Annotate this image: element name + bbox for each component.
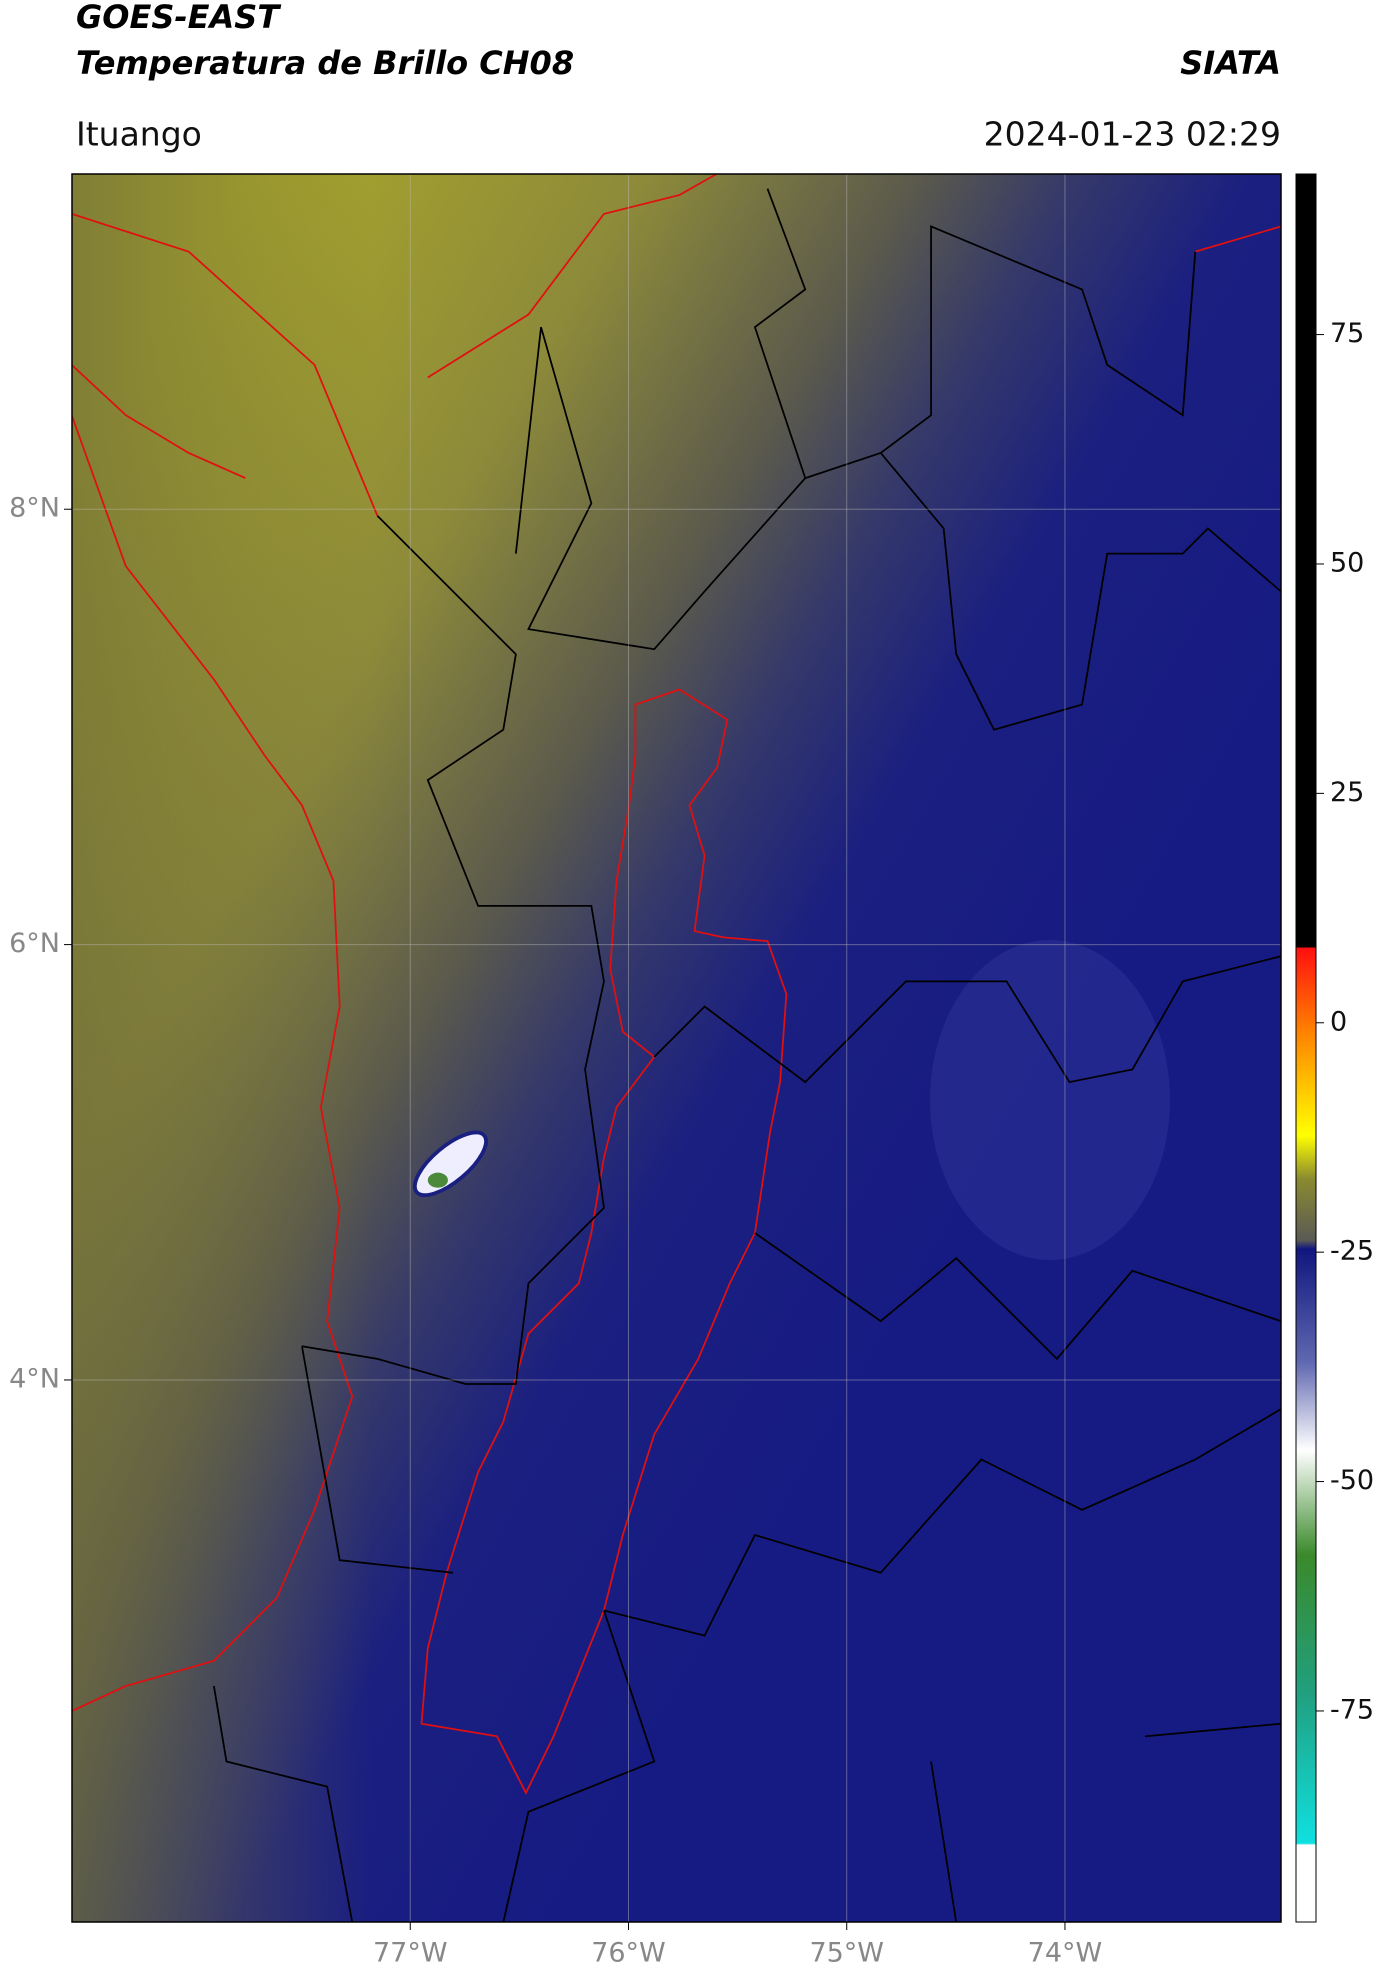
grid <box>72 174 1281 1922</box>
x-tick-label: 74°W <box>1028 1938 1103 1969</box>
colorbar <box>1295 173 1317 1923</box>
x-tick-label: 77°W <box>373 1938 448 1969</box>
y-tick-label: 6°N <box>9 928 60 959</box>
location: Ituango <box>76 115 202 154</box>
map-frame <box>71 173 1282 1923</box>
colorbar-tick-label: -50 <box>1330 1465 1374 1496</box>
title: GOES-EAST <box>76 0 281 36</box>
source: SIATA <box>1180 44 1281 82</box>
colorbar-tick-label: -25 <box>1330 1236 1374 1267</box>
colorbar-tick-label: 50 <box>1330 547 1364 578</box>
colorbar-tick-label: 25 <box>1330 777 1364 808</box>
y-tick-label: 4°N <box>9 1363 60 1394</box>
colorbar-tick-label: -75 <box>1330 1694 1374 1725</box>
timestamp: 2024-01-23 02:29 <box>984 115 1281 154</box>
colorbar-tick-label: 0 <box>1330 1006 1347 1037</box>
x-tick-label: 75°W <box>809 1938 884 1969</box>
y-tick-label: 8°N <box>9 493 60 524</box>
subtitle: Temperatura de Brillo CH08 <box>76 44 574 82</box>
colorbar-tick-label: 75 <box>1330 318 1364 349</box>
map-image <box>72 174 1281 1922</box>
x-tick-label: 76°W <box>591 1938 666 1969</box>
